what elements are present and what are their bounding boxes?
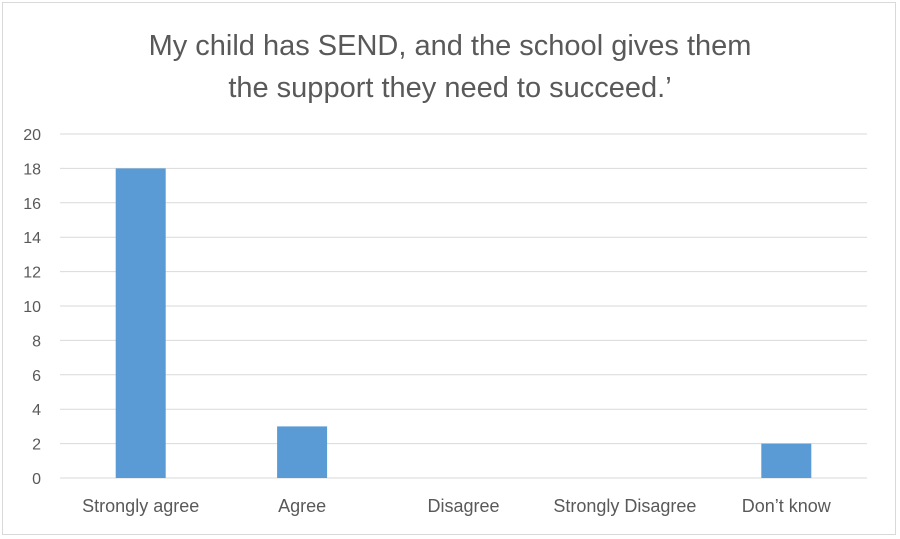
bar-1 — [277, 426, 328, 478]
y-tick-label: 10 — [23, 299, 41, 316]
y-tick-label: 18 — [23, 161, 41, 178]
chart-title: My child has SEND, and the school gives … — [3, 25, 897, 109]
y-tick-label: 4 — [32, 402, 41, 419]
chart-title-line-2: the support they need to succeed.’ — [228, 72, 672, 104]
chart-title-line-1: My child has SEND, and the school gives … — [148, 30, 752, 62]
y-tick-label: 6 — [32, 368, 41, 385]
x-category-label: Disagree — [427, 496, 499, 516]
y-tick-label: 8 — [32, 333, 41, 350]
y-tick-label: 0 — [32, 471, 41, 488]
bar-4 — [761, 443, 812, 478]
x-category-label: Strongly agree — [82, 496, 199, 516]
y-tick-label: 14 — [23, 230, 41, 247]
bar-chart-plot: 0 2 4 6 8 10 12 14 16 18 20 Strongly agree Agree Disa… — [23, 127, 867, 516]
x-category-label: Agree — [278, 496, 326, 516]
y-tick-label: 16 — [23, 196, 41, 213]
y-tick-label: 20 — [23, 127, 41, 144]
x-category-label: Strongly Disagree — [553, 496, 696, 516]
y-tick-label: 2 — [32, 437, 41, 454]
y-tick-label: 12 — [23, 265, 41, 282]
x-category-label: Don’t know — [742, 496, 832, 516]
bar-0 — [115, 168, 166, 478]
